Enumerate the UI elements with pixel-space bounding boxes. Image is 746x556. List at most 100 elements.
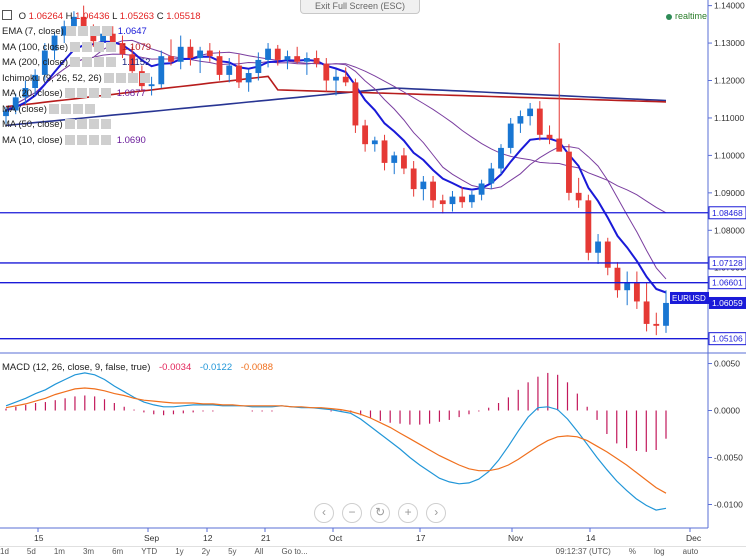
legend-control-icon[interactable] [60,103,71,114]
bottom-toolbar-item[interactable]: YTD [141,547,158,556]
open-label: O [18,11,27,22]
legend-control-icon[interactable] [70,41,80,52]
candle-body [624,282,631,291]
reset-button[interactable]: ↻ [370,503,391,523]
legend-control-icon[interactable] [70,57,80,68]
legend-control-icon[interactable] [84,103,95,114]
legend-label: MA (10, close) [2,134,63,146]
price-tick-label: 1.10000 [714,150,745,160]
bottom-toolbar-item[interactable]: 1d [0,547,9,556]
legend-control-icon[interactable] [100,134,111,145]
bottom-toolbar-item[interactable]: 3m [82,547,95,556]
candle-body [129,54,136,72]
zoom-out-button[interactable]: − [342,503,363,523]
legend-control-icon[interactable] [82,41,92,52]
bottom-toolbar-item[interactable]: % [628,547,636,556]
candle-body [595,241,601,253]
macd-line [5,372,667,511]
bottom-toolbar-item[interactable]: log [653,547,665,556]
legend-control-icon[interactable] [76,119,87,130]
legend-control-icon[interactable] [48,103,59,114]
legend-control-icon[interactable] [65,26,76,37]
close-value: 1.05518 [166,11,201,22]
scroll-right-button[interactable]: › [426,503,447,523]
legend-row[interactable]: MA (100, close) 1.1079 [2,41,151,55]
legend-control-icon[interactable] [64,119,75,130]
legend-row[interactable]: MA (200, close) 1.1152 [2,56,150,70]
legend-control-icon[interactable] [88,119,99,130]
candle-body [556,138,563,152]
zoom-in-button[interactable]: + [398,503,419,523]
bottom-toolbar-item[interactable]: All [254,547,264,556]
legend-control-icon[interactable] [82,57,92,68]
bottom-toolbar-item[interactable]: auto [682,547,699,556]
candle-body [439,200,446,205]
legend-control-icon[interactable] [64,134,75,145]
candle-body [643,301,650,324]
legend-control-icon[interactable] [101,26,112,37]
bottom-toolbar: 1d 5d 1m 3m 6m YTD 1y 2y 5y All Go to... 09:12:37 (… [0,546,746,556]
scroll-left-button[interactable]: ‹ [314,503,334,523]
last-price-label: 1.06059 [712,298,743,308]
low-label: L [112,11,118,22]
legend-control-icon[interactable] [103,72,114,83]
legend-row[interactable]: MA (50, close) [2,118,111,132]
bottom-toolbar-item[interactable]: 5d [26,547,36,556]
legend-control-icon[interactable] [76,88,87,99]
legend-row[interactable]: EMA (7, close) 1.0647 [2,25,147,39]
legend-control-icon[interactable] [106,57,116,68]
bottom-toolbar-item[interactable]: Go to... [281,547,308,556]
candle-body [255,59,262,74]
legend-control-icon[interactable] [64,88,75,99]
legend-control-icon[interactable] [127,72,138,83]
hline-label-box [708,256,746,270]
price-tick-label: 1.08000 [714,225,745,235]
exit-fullscreen-button[interactable]: Exit Full Screen (ESC) [300,0,420,14]
candle-body [566,151,572,193]
collapse-icon[interactable] [2,10,12,21]
bottom-toolbar-item[interactable]: 1m [53,547,65,556]
candle-body [100,33,106,42]
legend-control-icon[interactable] [89,26,100,37]
bottom-toolbar-item[interactable]: 5y [228,547,237,556]
signal-line [5,387,667,494]
legend-row[interactable]: MA (20, close) 1.0877 [2,87,146,101]
legend-control-icon[interactable] [100,119,111,130]
bottom-toolbar-item[interactable]: 09:12:37 (UTC) [555,547,611,556]
legend-label: MA (50, close) [2,119,63,130]
candle-body [148,84,155,87]
legend-value: 1.1079 [122,41,152,53]
legend-control-icon[interactable] [88,88,99,99]
time-tick-label: Nov [508,533,524,543]
time-tick-label: 12 [203,533,213,543]
candle-body [274,48,281,60]
price-tick-label: 1.13000 [714,38,745,48]
high-value: 1.06436 [75,11,110,22]
candle-body [449,196,456,205]
candle-body [313,58,320,64]
realtime-indicator: realtime [666,11,707,21]
legend-control-icon[interactable] [100,88,111,99]
candle-body [32,74,39,88]
legend-row[interactable]: Ichimoku (9, 26, 52, 26) [2,72,150,86]
macd-label[interactable]: MACD (12, 26, close, 9, false, true) [2,362,151,373]
legend-control-icon[interactable] [76,134,87,145]
legend-control-icon[interactable] [94,41,104,52]
legend-control-icon[interactable] [72,103,83,114]
candle-body [536,108,543,135]
bottom-toolbar-item[interactable]: 1y [175,547,184,556]
legend-control-icon[interactable] [139,72,150,83]
legend-row[interactable]: MA (close) [2,103,95,117]
bottom-toolbar-item[interactable]: 2y [201,547,211,556]
legend-control-icon[interactable] [88,134,99,145]
legend-row[interactable]: MA (10, close) 1.0690 [2,134,146,148]
legend-control-icon[interactable] [77,26,88,37]
hline-label-box [708,332,746,346]
candle-body [633,282,640,302]
legend-control-icon[interactable] [106,41,116,52]
bottom-toolbar-item[interactable]: 6m [112,547,124,556]
legend-control-icon[interactable] [115,72,126,83]
legend-label: MA (close) [2,103,47,115]
legend-control-icon[interactable] [94,57,104,68]
